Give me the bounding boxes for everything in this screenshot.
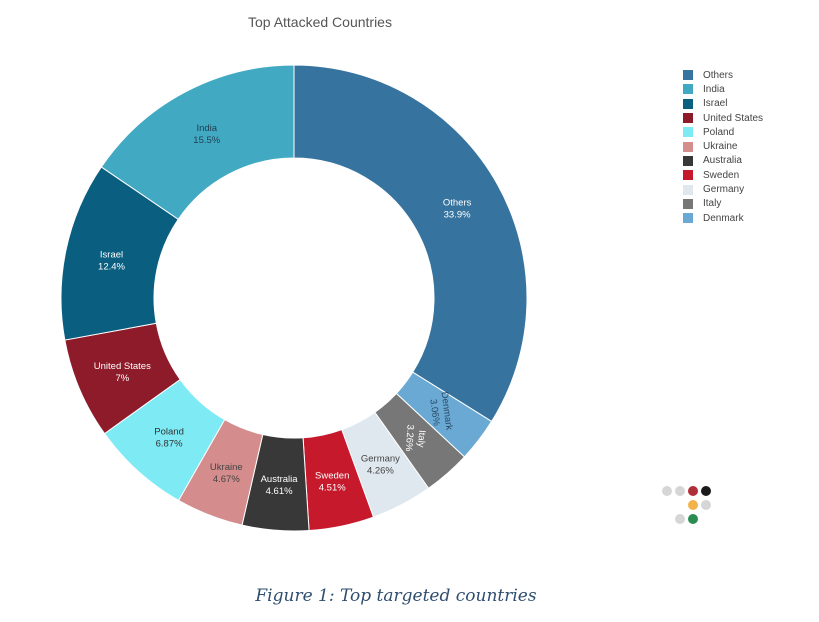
legend-label: Others xyxy=(703,69,734,81)
legend-label: Germany xyxy=(703,184,745,196)
slice-label-germany: Germany 4.26% xyxy=(361,453,400,476)
legend-swatch xyxy=(683,170,693,181)
legend-item-denmark[interactable]: Denmark xyxy=(683,211,763,225)
legend-label: Australia xyxy=(703,155,742,167)
loading-dot xyxy=(675,514,685,524)
figure-caption: Figure 1: Top targeted countries xyxy=(255,586,537,606)
slice-label-united-states: United States 7% xyxy=(94,361,151,384)
legend-item-australia[interactable]: Australia xyxy=(683,154,763,168)
loading-dot xyxy=(701,500,711,510)
legend-swatch xyxy=(683,70,693,81)
slice-label-ukraine: Ukraine 4.67% xyxy=(210,462,243,485)
slice-label-poland: Poland 6.87% xyxy=(154,426,184,449)
loading-dot xyxy=(701,486,711,496)
legend-swatch xyxy=(683,184,693,195)
legend-swatch xyxy=(683,84,693,95)
legend-item-others[interactable]: Others xyxy=(683,68,763,82)
legend-label: Denmark xyxy=(703,212,744,224)
donut-chart: Others 33.9% Denmark3.06%Italy3.26%Germany… xyxy=(60,64,528,532)
loading-dots-icon xyxy=(662,486,722,530)
loading-dot xyxy=(662,486,672,496)
slice-label-others: Others 33.9% xyxy=(443,198,472,221)
legend-item-israel[interactable]: Israel xyxy=(683,97,763,111)
legend-item-united-states[interactable]: United States xyxy=(683,111,763,125)
legend-item-poland[interactable]: Poland xyxy=(683,125,763,139)
legend-swatch xyxy=(683,113,693,124)
loading-dot xyxy=(688,500,698,510)
slice-label-australia: Australia 4.61% xyxy=(261,474,299,497)
slice-label-denmark: Denmark3.06% xyxy=(427,391,455,432)
legend-item-italy[interactable]: Italy xyxy=(683,197,763,211)
legend-swatch xyxy=(683,141,693,152)
legend-swatch xyxy=(683,213,693,224)
legend-swatch xyxy=(683,98,693,109)
slice-label-sweden: Sweden 4.51% xyxy=(315,471,349,494)
legend-label: United States xyxy=(703,112,764,124)
loading-dot xyxy=(688,514,698,524)
legend-item-ukraine[interactable]: Ukraine xyxy=(683,139,763,153)
chart-title: Top Attacked Countries xyxy=(248,14,392,30)
legend-swatch xyxy=(683,155,693,166)
slice-india[interactable] xyxy=(100,64,295,220)
legend-swatch xyxy=(683,127,693,138)
legend-label: Ukraine xyxy=(703,141,738,153)
slice-others[interactable] xyxy=(293,64,528,423)
legend-label: India xyxy=(703,83,725,95)
legend-item-india[interactable]: India xyxy=(683,82,763,96)
loading-dot xyxy=(675,486,685,496)
legend-label: Italy xyxy=(703,198,722,210)
legend-item-germany[interactable]: Germany xyxy=(683,182,763,196)
slice-label-italy: Italy3.26% xyxy=(403,424,428,453)
legend-label: Sweden xyxy=(703,169,740,181)
slice-label-israel: Israel 12.4% xyxy=(98,250,125,273)
legend-swatch xyxy=(683,198,693,209)
chart-legend: Others India Israel United States Poland Ukra… xyxy=(683,68,763,225)
loading-dot xyxy=(688,486,698,496)
legend-label: Israel xyxy=(703,98,728,110)
slice-label-india: India 15.5% xyxy=(193,123,220,146)
legend-label: Poland xyxy=(703,126,735,138)
legend-item-sweden[interactable]: Sweden xyxy=(683,168,763,182)
